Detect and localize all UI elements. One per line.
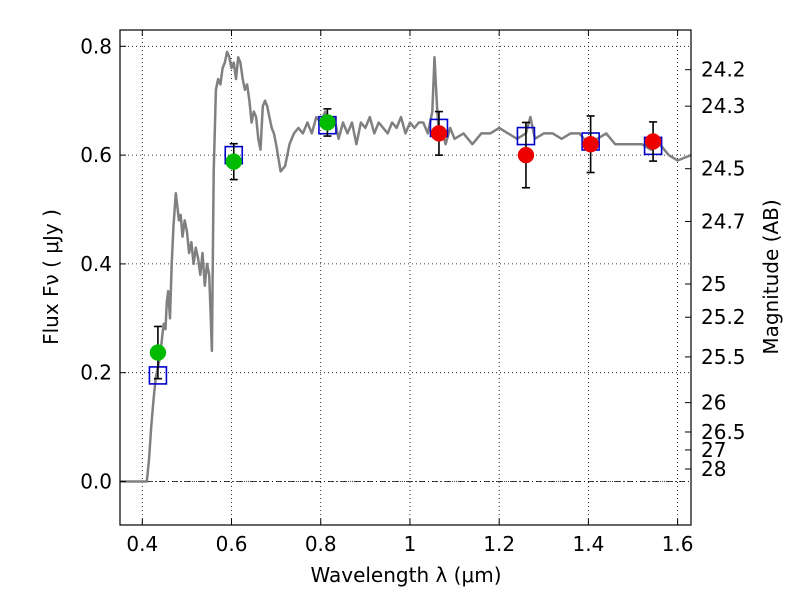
magnitude-tick-label: 25.2: [701, 305, 746, 329]
x-tick-label: 0.8: [305, 532, 337, 556]
plot-frame: [119, 29, 692, 526]
observed-flux-point: [582, 135, 599, 153]
x-tick-label: 0.4: [126, 532, 158, 556]
magnitude-tick-label: 24.3: [701, 94, 746, 118]
y-tick-label: 0.2: [80, 361, 112, 385]
y-tick-label: 0.8: [80, 34, 112, 58]
magnitude-tick-label: 24.2: [701, 58, 746, 82]
spectrum-line: [120, 50, 692, 483]
magnitude-tick-label: 26.5: [701, 420, 746, 444]
observed-flux-point: [149, 344, 167, 361]
observed-flux-point: [644, 133, 662, 150]
magnitude-tick-label: 25.5: [701, 345, 746, 369]
x-tick-label: 0.6: [216, 532, 248, 556]
observed-flux-point: [517, 146, 535, 164]
magnitude-tick-label: 28: [701, 457, 726, 481]
y-axis-label: Flux Fν ( μJy ): [39, 209, 63, 345]
grid-lines: [120, 30, 691, 525]
magnitude-tick-label: 27: [701, 438, 726, 462]
x-tick-label: 1: [404, 532, 417, 556]
magnitude-tick-label: 24.5: [701, 157, 746, 181]
data-markers: [148, 108, 663, 385]
observed-flux-point: [225, 153, 243, 170]
x-tick-label: 1.2: [483, 532, 515, 556]
x-axis-label: Wavelength λ (μm): [310, 563, 501, 587]
magnitude-tick-label: 25: [701, 272, 726, 296]
y-tick-label: 0.0: [80, 469, 112, 493]
magnitude-tick-label: 26: [701, 391, 726, 415]
y-tick-label: 0.4: [80, 252, 112, 276]
x-axis-ticks: 0.4 0.6 0.8 1 1.2 1.4 1.6: [126, 30, 694, 556]
magnitude-axis-label: Magnitude (AB): [759, 199, 783, 354]
y-axis-ticks: 0.0 0.2 0.4 0.6 0.8: [80, 34, 126, 493]
x-tick-label: 1.6: [662, 532, 694, 556]
x-tick-label: 1.4: [572, 532, 604, 556]
observed-flux-point: [319, 114, 336, 131]
y-tick-label: 0.6: [80, 143, 112, 167]
magnitude-tick-label: 24.7: [701, 209, 746, 233]
model-spectrum: [120, 50, 692, 483]
observed-flux-point: [430, 125, 448, 142]
